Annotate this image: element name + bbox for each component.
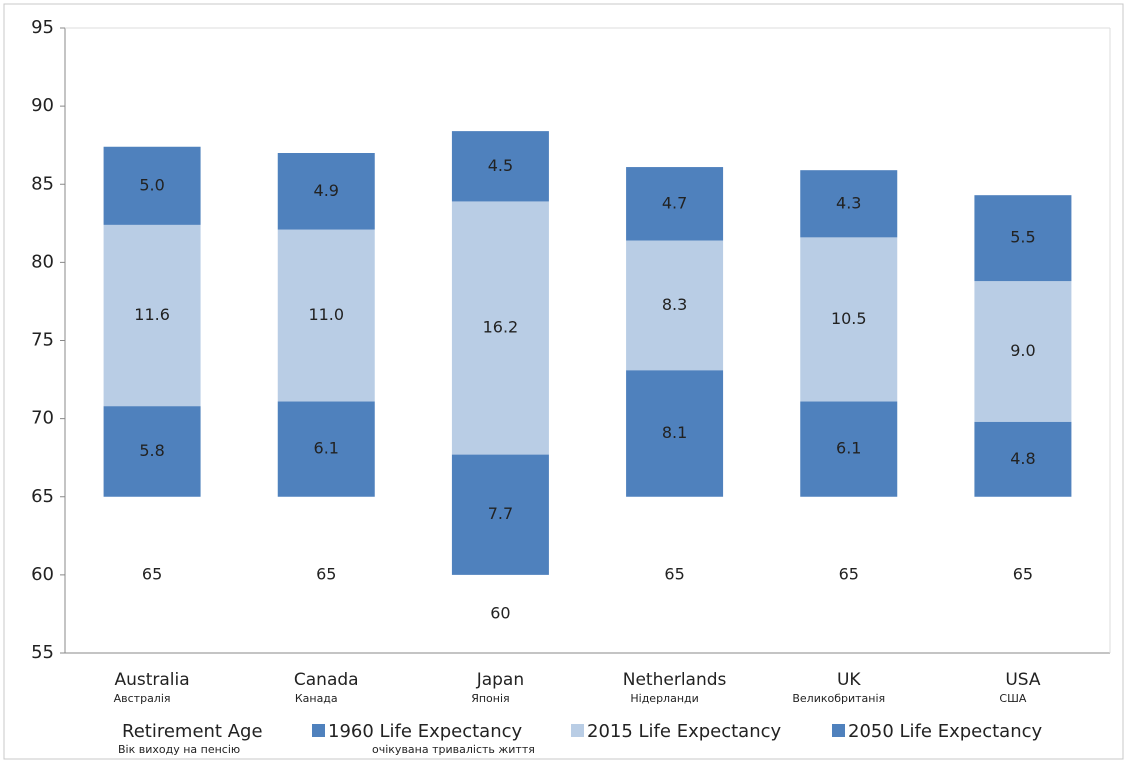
bar-segment bbox=[626, 167, 724, 241]
legend-label: 2050 Life Expectancy bbox=[848, 721, 1043, 742]
x-tick-label: Australia bbox=[114, 670, 189, 690]
data-label: 10.5 bbox=[831, 309, 867, 328]
data-label: 65 bbox=[839, 564, 859, 583]
data-label: 5.5 bbox=[1010, 228, 1035, 247]
data-label: 4.7 bbox=[662, 193, 687, 212]
data-label: 65 bbox=[316, 564, 336, 583]
data-label: 5.0 bbox=[139, 175, 164, 194]
x-tick-label: Canada bbox=[294, 670, 359, 690]
data-label: 6.1 bbox=[314, 439, 339, 458]
x-tick-sublabel: Великобританія bbox=[792, 692, 885, 705]
bar-segment bbox=[626, 240, 724, 371]
data-label: 4.8 bbox=[1010, 449, 1035, 468]
data-label: 8.3 bbox=[662, 295, 687, 314]
bar-segment bbox=[103, 406, 201, 497]
bar-segment bbox=[277, 153, 375, 230]
legend-note: очікувана тривалість життя bbox=[372, 743, 535, 756]
bar-segment bbox=[451, 201, 549, 455]
bar-segment bbox=[451, 131, 549, 202]
legend-swatch bbox=[832, 724, 845, 737]
chart-border bbox=[3, 3, 1124, 760]
data-label: 11.0 bbox=[308, 305, 344, 324]
bar-segment bbox=[103, 146, 201, 225]
bar-segment bbox=[451, 454, 549, 575]
data-label: 5.8 bbox=[139, 441, 164, 460]
x-tick-sublabel: Канада bbox=[295, 692, 338, 705]
legend-label: Retirement Age bbox=[122, 721, 263, 742]
legend-label: 1960 Life Expectancy bbox=[328, 721, 523, 742]
x-tick-label: Japan bbox=[476, 670, 524, 690]
y-tick-label: 80 bbox=[31, 251, 54, 272]
legend-label: 2015 Life Expectancy bbox=[587, 721, 782, 742]
y-tick-label: 75 bbox=[31, 330, 54, 351]
data-label: 4.3 bbox=[836, 193, 861, 212]
x-tick-label: USA bbox=[1005, 670, 1041, 690]
data-label: 65 bbox=[664, 564, 684, 583]
y-tick-label: 70 bbox=[31, 408, 54, 429]
y-tick-label: 55 bbox=[31, 642, 54, 663]
legend-swatch bbox=[571, 724, 584, 737]
bar-segment bbox=[277, 401, 375, 497]
legend-note: Вік виходу на пенсію bbox=[118, 743, 240, 756]
data-label: 65 bbox=[1013, 564, 1033, 583]
bar-segment bbox=[800, 237, 898, 402]
x-tick-sublabel: Нідерланди bbox=[630, 692, 698, 705]
y-tick-label: 95 bbox=[31, 17, 54, 38]
bar-segment bbox=[974, 281, 1072, 422]
bar-segment bbox=[974, 421, 1072, 497]
bar-segment bbox=[800, 401, 898, 497]
bar-segment bbox=[103, 224, 201, 407]
data-label: 11.6 bbox=[134, 305, 170, 324]
data-label: 4.5 bbox=[488, 156, 513, 175]
y-tick-label: 60 bbox=[31, 564, 54, 585]
data-label: 7.7 bbox=[488, 504, 513, 523]
y-tick-label: 90 bbox=[31, 95, 54, 116]
x-tick-label: Netherlands bbox=[623, 670, 727, 690]
bar-segment bbox=[974, 195, 1072, 282]
bar-segment bbox=[800, 170, 898, 238]
bar-segment bbox=[626, 370, 724, 497]
bar-segment bbox=[277, 229, 375, 402]
data-label: 60 bbox=[490, 603, 510, 622]
data-label: 65 bbox=[142, 564, 162, 583]
x-tick-sublabel: США bbox=[999, 692, 1026, 705]
data-label: 6.1 bbox=[836, 439, 861, 458]
data-label: 9.0 bbox=[1010, 341, 1035, 360]
x-tick-sublabel: Японія bbox=[471, 692, 509, 705]
x-tick-label: UK bbox=[837, 670, 861, 690]
data-label: 8.1 bbox=[662, 423, 687, 442]
y-tick-label: 85 bbox=[31, 173, 54, 194]
x-tick-sublabel: Австралія bbox=[114, 692, 171, 705]
data-label: 4.9 bbox=[314, 181, 339, 200]
y-tick-label: 65 bbox=[31, 486, 54, 507]
legend-swatch bbox=[312, 724, 325, 737]
data-label: 16.2 bbox=[483, 318, 519, 337]
